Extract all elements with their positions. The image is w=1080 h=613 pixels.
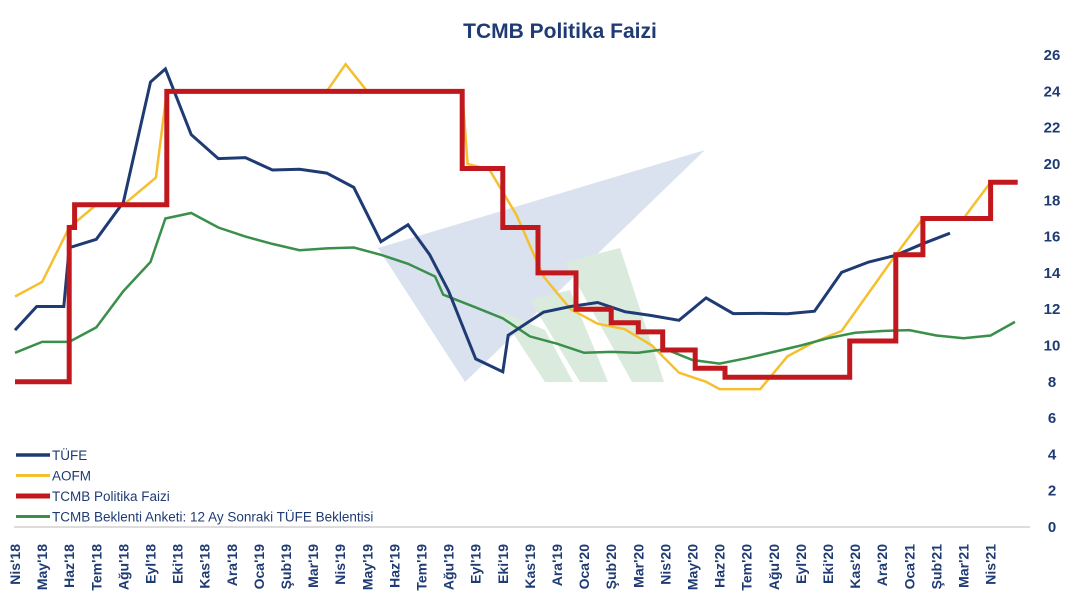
x-tick-label: Tem'19 bbox=[414, 544, 430, 591]
y-tick-label: 4 bbox=[1048, 446, 1057, 463]
y-tick-label: 8 bbox=[1048, 374, 1056, 391]
x-tick-label: Tem'20 bbox=[739, 544, 755, 591]
x-tick-label: Ara'19 bbox=[549, 544, 565, 586]
y-tick-label: 18 bbox=[1044, 192, 1061, 209]
x-tick-label: Eyl'19 bbox=[468, 544, 484, 584]
series-line-2 bbox=[15, 88, 1018, 385]
x-tick-label: Eki'18 bbox=[170, 544, 186, 584]
y-tick-label: 24 bbox=[1044, 83, 1061, 100]
x-tick-label: Haz'18 bbox=[61, 544, 77, 588]
x-tick-label: Eyl'18 bbox=[143, 544, 159, 584]
x-tick-label: Haz'20 bbox=[712, 544, 728, 588]
legend-label: TÜFE bbox=[52, 448, 87, 463]
x-tick-label: Nis'18 bbox=[7, 544, 23, 585]
series-line-1 bbox=[14, 62, 992, 391]
y-tick-label: 10 bbox=[1044, 338, 1061, 355]
chart-title: TCMB Politika Faizi bbox=[463, 20, 657, 43]
series-lines bbox=[13, 62, 1018, 391]
x-tick-label: May'18 bbox=[34, 544, 50, 590]
x-tick-label: Oca'20 bbox=[576, 544, 592, 590]
x-axis: Nis'18 May'18 Haz'18 Tem'18 Ağu'18 Eyl'18 Eki'… bbox=[7, 544, 999, 591]
x-tick-label: Oca'21 bbox=[901, 544, 917, 590]
x-tick-label: Ağu'20 bbox=[766, 544, 782, 590]
x-tick-label: Şub'19 bbox=[278, 544, 294, 590]
x-tick-label: Eki'20 bbox=[820, 544, 836, 584]
x-tick-label: Haz'19 bbox=[386, 544, 402, 588]
y-tick-label: 2 bbox=[1048, 483, 1056, 500]
series-line-0 bbox=[13, 66, 951, 375]
x-tick-label: Şub'21 bbox=[928, 544, 944, 590]
x-tick-label: Ağu'19 bbox=[441, 544, 457, 590]
x-tick-label: Şub'20 bbox=[603, 544, 619, 590]
x-tick-label: Mar'19 bbox=[305, 544, 321, 588]
legend-label: TCMB Politika Faizi bbox=[52, 489, 170, 504]
x-tick-label: Ağu'18 bbox=[115, 544, 131, 590]
x-tick-label: Eyl'20 bbox=[793, 544, 809, 584]
x-tick-label: Tem'18 bbox=[88, 544, 104, 591]
x-tick-label: May'20 bbox=[685, 544, 701, 590]
x-tick-label: May'19 bbox=[359, 544, 375, 590]
y-tick-label: 12 bbox=[1044, 301, 1061, 318]
x-tick-label: Ara'20 bbox=[874, 544, 890, 586]
x-tick-label: Kas'18 bbox=[197, 544, 213, 589]
y-tick-label: 6 bbox=[1048, 410, 1056, 427]
watermark-logo bbox=[378, 150, 705, 382]
y-tick-label: 22 bbox=[1044, 120, 1061, 137]
y-tick-label: 0 bbox=[1048, 519, 1056, 536]
x-tick-label: Mar'20 bbox=[630, 544, 646, 588]
x-tick-label: Kas'20 bbox=[847, 544, 863, 589]
x-tick-label: Ara'18 bbox=[224, 544, 240, 586]
y-tick-label: 14 bbox=[1044, 265, 1061, 282]
y-tick-label: 20 bbox=[1044, 156, 1061, 173]
x-tick-label: Nis'19 bbox=[332, 544, 348, 585]
x-tick-label: Eki'19 bbox=[495, 544, 511, 584]
x-tick-label: Oca'19 bbox=[251, 544, 267, 590]
legend-label: AOFM bbox=[52, 469, 91, 484]
series-line-3 bbox=[14, 211, 1016, 365]
x-tick-label: Kas'19 bbox=[522, 544, 538, 589]
x-tick-label: Nis'21 bbox=[983, 544, 999, 585]
y-tick-label: 16 bbox=[1044, 229, 1061, 246]
x-tick-label: Nis'20 bbox=[657, 544, 673, 585]
legend-label: TCMB Beklenti Anketi: 12 Ay Sonraki TÜFE… bbox=[52, 510, 373, 525]
x-tick-label: Mar'21 bbox=[956, 544, 972, 588]
y-tick-label: 26 bbox=[1044, 47, 1061, 64]
legend: TÜFE AOFM TCMB Politika Faizi TCMB Beklenti… bbox=[16, 448, 373, 525]
